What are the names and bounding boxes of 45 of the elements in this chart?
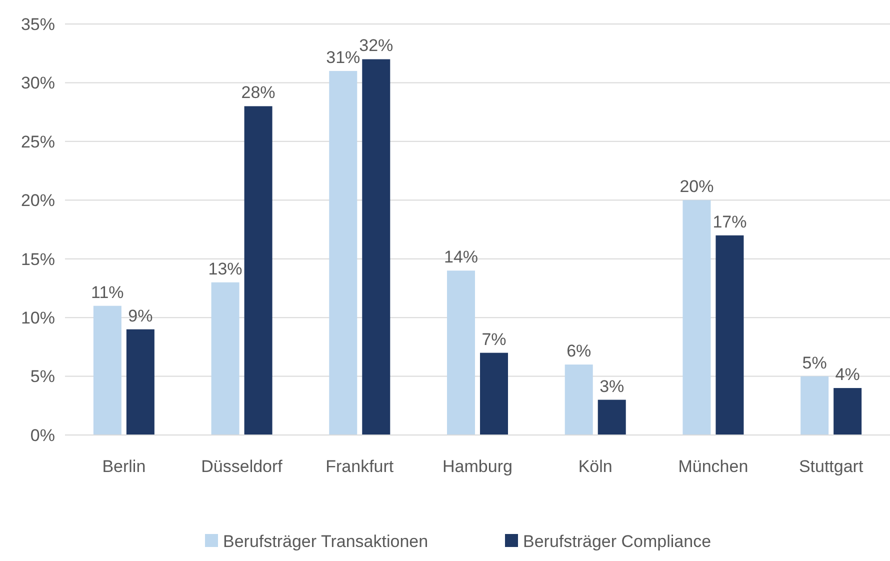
bar [126, 329, 154, 435]
y-tick-label: 10% [20, 308, 55, 328]
data-label: 5% [802, 353, 827, 372]
data-label: 7% [482, 330, 506, 349]
bar [564, 364, 593, 435]
data-label: 14% [444, 248, 478, 267]
y-tick-label: 35% [20, 14, 55, 34]
x-tick-label: Frankfurt [326, 457, 394, 476]
bar [800, 376, 829, 435]
y-tick-label: 20% [20, 191, 55, 210]
bar [480, 352, 508, 435]
legend-label: Berufsträger Transaktionen [223, 532, 428, 551]
bar [244, 106, 272, 435]
y-tick-label: 5% [30, 367, 55, 386]
data-label: 13% [208, 259, 242, 278]
data-label: 4% [835, 365, 860, 384]
data-label: 17% [712, 212, 747, 232]
data-label: 11% [91, 282, 124, 302]
y-tick-label: 30% [20, 74, 55, 93]
data-label: 28% [241, 83, 276, 102]
x-tick-label: Hamburg [442, 457, 512, 476]
y-tick-label: 25% [20, 132, 55, 152]
x-tick-label: München [678, 457, 748, 476]
bar [834, 388, 862, 435]
x-tick-label: Berlin [102, 457, 146, 476]
bar [716, 235, 744, 435]
bar [362, 59, 390, 435]
data-label: 31% [326, 48, 360, 67]
x-tick-label: Düsseldorf [201, 457, 283, 476]
bar [93, 306, 122, 435]
legend-label: Berufsträger Compliance [523, 532, 712, 551]
data-label: 32% [359, 36, 394, 56]
data-label: 3% [600, 376, 624, 396]
bar [682, 200, 711, 435]
bar [447, 270, 475, 435]
bar [598, 400, 626, 435]
data-label: 9% [128, 306, 153, 326]
data-label: 6% [566, 342, 592, 361]
x-tick-label: Stuttgart [798, 457, 864, 476]
bar [211, 282, 240, 435]
bar [329, 70, 358, 435]
x-tick-label: Köln [578, 457, 612, 476]
y-tick-label: 0% [30, 426, 55, 445]
data-label: 20% [680, 177, 714, 196]
y-tick-label: 15% [20, 250, 55, 269]
